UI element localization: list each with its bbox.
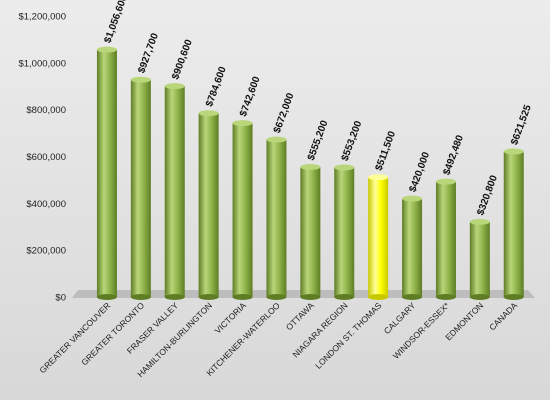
data-label: $900,600 bbox=[170, 38, 195, 81]
y-tick-label: $400,000 bbox=[26, 199, 66, 210]
data-label: $672,000 bbox=[272, 91, 297, 134]
category-label: CALGARY bbox=[382, 300, 418, 336]
bar-base bbox=[198, 294, 219, 300]
category-label: GREATER TORONTO bbox=[79, 300, 146, 367]
bar bbox=[469, 218, 490, 300]
data-label: $511,500 bbox=[374, 129, 399, 172]
category-label: LONDON ST. THOMAS bbox=[313, 300, 384, 371]
data-label: $555,200 bbox=[306, 119, 331, 162]
bar-top bbox=[368, 174, 389, 181]
data-label: $420,000 bbox=[408, 150, 433, 193]
bar-base bbox=[232, 294, 253, 300]
bar-body bbox=[164, 86, 185, 297]
bar bbox=[164, 83, 185, 300]
y-tick-label: $600,000 bbox=[26, 152, 66, 163]
bar-top bbox=[130, 76, 151, 83]
bar-top bbox=[435, 178, 456, 185]
bar bbox=[503, 148, 524, 300]
bar-base bbox=[164, 294, 185, 300]
category-label: VICTORIA bbox=[213, 300, 249, 336]
bar-body bbox=[96, 49, 117, 297]
bar-body bbox=[334, 167, 355, 297]
bar bbox=[266, 136, 287, 300]
bar-body bbox=[402, 198, 423, 297]
data-label: $742,600 bbox=[238, 75, 263, 118]
bar bbox=[334, 164, 355, 300]
bar-body bbox=[198, 113, 219, 298]
bar-top bbox=[503, 148, 524, 155]
bar-top bbox=[266, 136, 287, 143]
bar-body bbox=[300, 166, 321, 297]
data-label: $553,200 bbox=[340, 119, 365, 162]
bar-top bbox=[232, 120, 253, 127]
bar-base bbox=[368, 294, 389, 300]
data-label: $927,700 bbox=[136, 31, 161, 74]
bar-body bbox=[503, 151, 524, 297]
bar-series bbox=[96, 46, 524, 300]
bar-base bbox=[96, 294, 117, 300]
bar-base bbox=[130, 294, 151, 300]
data-label: $784,600 bbox=[204, 65, 229, 108]
bar-top bbox=[300, 163, 321, 170]
bar-base bbox=[503, 294, 524, 300]
data-label: $621,525 bbox=[509, 103, 534, 146]
bar-base bbox=[435, 294, 456, 300]
bar-top bbox=[198, 110, 219, 117]
bar-base bbox=[266, 294, 287, 300]
category-label: OTTAWA bbox=[284, 300, 316, 332]
bar-top bbox=[402, 195, 423, 202]
bar-body bbox=[469, 221, 490, 297]
y-axis: $0 $200,000 $400,000 $600,000 $800,000 $1,000… bbox=[18, 12, 66, 304]
bar-body bbox=[266, 139, 287, 297]
bar-base bbox=[402, 294, 423, 300]
y-tick-label: $1,200,000 bbox=[18, 12, 66, 23]
bar-body bbox=[130, 79, 151, 297]
data-label: $492,480 bbox=[441, 133, 466, 176]
bar-body bbox=[368, 177, 389, 297]
bar bbox=[232, 120, 253, 300]
bar-base bbox=[469, 294, 490, 300]
bar-top bbox=[334, 164, 355, 171]
bar-top bbox=[164, 83, 185, 90]
bar-top bbox=[469, 218, 490, 225]
bar-body bbox=[232, 123, 253, 297]
bar bbox=[96, 46, 117, 300]
bar bbox=[198, 110, 219, 300]
data-label: $1,056,600 bbox=[102, 0, 130, 45]
bar-base bbox=[334, 294, 355, 300]
bar bbox=[402, 195, 423, 300]
y-tick-label: $0 bbox=[55, 293, 66, 304]
bar bbox=[300, 163, 321, 300]
y-tick-label: $1,000,000 bbox=[18, 58, 66, 69]
category-label: CANADA bbox=[487, 300, 519, 332]
bar-body bbox=[435, 181, 456, 297]
data-label: $320,800 bbox=[475, 174, 500, 217]
y-tick-label: $200,000 bbox=[26, 246, 66, 257]
category-label: WINDSOR-ESSEX* bbox=[391, 300, 452, 361]
bar-top bbox=[96, 46, 117, 53]
bar bbox=[130, 76, 151, 300]
bar-base bbox=[300, 294, 321, 300]
bar bbox=[368, 174, 389, 300]
y-tick-label: $800,000 bbox=[26, 105, 66, 116]
bar bbox=[435, 178, 456, 300]
